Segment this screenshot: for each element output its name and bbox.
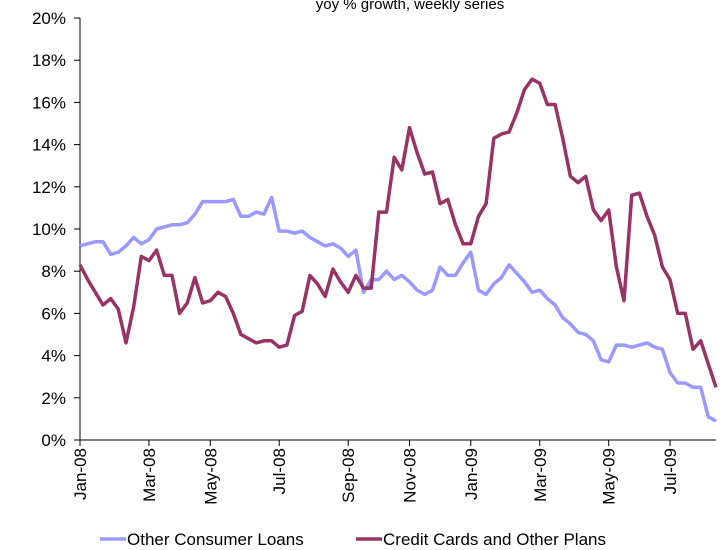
y-tick-label: 16% xyxy=(32,93,66,112)
legend-label: Credit Cards and Other Plans xyxy=(383,530,606,549)
y-tick-label: 14% xyxy=(32,136,66,155)
x-tick-label: May-08 xyxy=(201,448,220,505)
y-tick-label: 18% xyxy=(32,51,66,70)
y-tick-label: 12% xyxy=(32,178,66,197)
y-tick-label: 8% xyxy=(41,262,66,281)
x-tick-label: Mar-09 xyxy=(531,448,550,502)
x-tick-label: Jul-09 xyxy=(661,448,680,494)
x-tick-label: Jan-08 xyxy=(71,448,90,500)
x-tick-label: Nov-08 xyxy=(400,448,419,503)
series-line xyxy=(79,195,717,423)
x-tick-label: Mar-08 xyxy=(140,448,159,502)
y-tick-label: 20% xyxy=(32,9,66,28)
y-tick-label: 6% xyxy=(41,304,66,323)
x-tick-label: May-09 xyxy=(600,448,619,505)
x-tick-label: Sep-08 xyxy=(339,448,358,503)
series-line xyxy=(78,77,718,388)
y-tick-label: 4% xyxy=(41,347,66,366)
x-tick-label: Jan-09 xyxy=(462,448,481,500)
y-tick-label: 0% xyxy=(41,431,66,450)
legend-label: Other Consumer Loans xyxy=(127,530,304,549)
y-tick-label: 10% xyxy=(32,220,66,239)
y-tick-label: 2% xyxy=(41,389,66,408)
x-tick-label: Jul-08 xyxy=(270,448,289,494)
chart-title: yoy % growth, weekly series xyxy=(316,0,504,13)
